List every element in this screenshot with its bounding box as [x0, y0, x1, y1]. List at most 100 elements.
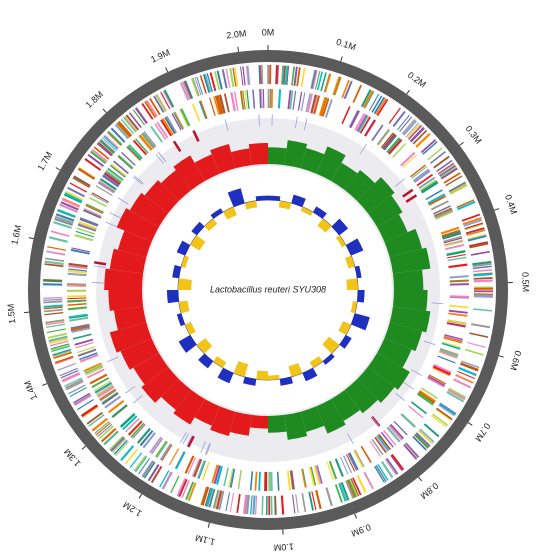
gene-stripe: [76, 346, 96, 354]
gene-stripe: [230, 92, 236, 112]
rna-stripe: [186, 435, 193, 447]
gene-stripe: [120, 151, 136, 166]
gene-stripe: [71, 247, 91, 253]
gene-stripe: [443, 335, 463, 343]
gene-stripe: [434, 208, 453, 217]
gene-stripe: [69, 182, 88, 193]
tick-mark: [165, 67, 169, 73]
gc-skew-bar: [384, 322, 423, 352]
gene-stripe: [274, 495, 277, 515]
gc-content-bar: [233, 360, 249, 377]
gene-stripe: [225, 492, 231, 512]
gc-content-bar: [335, 235, 346, 248]
gene-stripe: [63, 193, 82, 204]
gc-content-bar: [354, 265, 362, 279]
gc-skew-bar: [284, 411, 308, 440]
gc-skew-bar: [392, 269, 424, 290]
gene-stripe: [145, 99, 158, 117]
gene-stripe: [374, 465, 385, 483]
gene-stripe: [253, 495, 256, 515]
gene-stripe: [155, 94, 167, 112]
gene-stripe: [70, 249, 90, 255]
tick-mark: [138, 493, 143, 499]
gene-stripe: [80, 404, 98, 417]
gene-stripe: [154, 123, 167, 140]
gene-stripe: [381, 461, 394, 479]
gene-stripe: [54, 355, 74, 364]
gene-stripe: [443, 236, 463, 244]
gene-stripe: [208, 488, 216, 508]
rna-stripe: [205, 443, 211, 455]
gene-stripe: [124, 448, 138, 465]
gene-stripe: [343, 455, 353, 474]
gene-stripe: [98, 180, 116, 193]
gene-stripe: [292, 90, 297, 110]
gc-skew-bar: [344, 379, 378, 414]
gene-stripe: [185, 481, 194, 500]
gene-stripe: [134, 107, 148, 124]
tick-label: 1.5M: [6, 303, 18, 324]
gene-stripe: [149, 436, 162, 453]
gene-stripe: [234, 91, 239, 111]
gc-skew-bar: [268, 147, 287, 166]
gene-stripe: [397, 114, 410, 131]
gene-stripe: [60, 369, 79, 379]
tick-mark: [81, 445, 87, 450]
gene-stripe: [196, 76, 204, 95]
gene-stripe: [173, 112, 184, 130]
gene-stripe: [196, 460, 206, 479]
gc-skew-bar: [377, 214, 408, 242]
gene-stripe: [150, 437, 164, 455]
gene-stripe: [371, 95, 383, 113]
gene-stripe: [415, 132, 431, 148]
gene-stripe: [254, 495, 258, 515]
gene-stripe: [139, 430, 154, 447]
rna-stripe: [132, 395, 143, 404]
gene-stripe: [103, 172, 121, 185]
gene-stripe: [439, 402, 457, 415]
gene-stripe: [311, 491, 317, 510]
gene-stripe: [43, 306, 63, 310]
gene-stripe: [302, 468, 307, 488]
gc-skew-bar: [389, 306, 431, 333]
gc-content-bar: [191, 221, 205, 236]
gene-stripe: [401, 118, 416, 135]
gene-stripe: [296, 67, 301, 87]
gc-skew-bar: [173, 155, 205, 191]
gc-skew-bar: [133, 353, 169, 385]
gc-skew-bar: [316, 146, 346, 181]
gene-stripe: [422, 141, 438, 155]
rna-stripe: [359, 144, 367, 155]
gene-stripe: [120, 118, 135, 135]
gene-stripe: [324, 73, 332, 93]
gc-skew-bar: [116, 208, 159, 242]
gene-stripe: [69, 316, 89, 322]
gene-stripe: [184, 80, 194, 99]
gene-stripe: [47, 246, 66, 251]
gene-stripe: [320, 72, 327, 92]
gene-stripe: [419, 428, 435, 443]
gene-stripe: [418, 390, 436, 404]
gene-stripe: [419, 179, 437, 192]
gene-stripe: [91, 192, 109, 203]
gene-stripe: [402, 154, 418, 168]
gene-stripe: [100, 427, 117, 443]
gene-stripe: [97, 181, 115, 194]
gene-stripe: [458, 366, 477, 377]
gene-stripe: [122, 415, 138, 430]
gene-stripe: [183, 80, 193, 100]
gene-stripe: [432, 367, 450, 377]
gene-stripe: [44, 312, 64, 316]
gene-stripe: [442, 341, 461, 349]
gc-skew-bar: [104, 268, 144, 290]
gene-stripe: [414, 170, 431, 183]
gene-stripe: [131, 423, 146, 439]
gc-content-bar: [322, 336, 340, 354]
gene-stripe: [87, 154, 104, 167]
gene-stripe: [388, 139, 403, 155]
gene-stripe: [348, 452, 359, 471]
gene-stripe: [405, 122, 420, 138]
gene-stripe: [258, 471, 261, 491]
gene-stripe: [62, 197, 81, 207]
gene-stripe: [69, 387, 87, 398]
